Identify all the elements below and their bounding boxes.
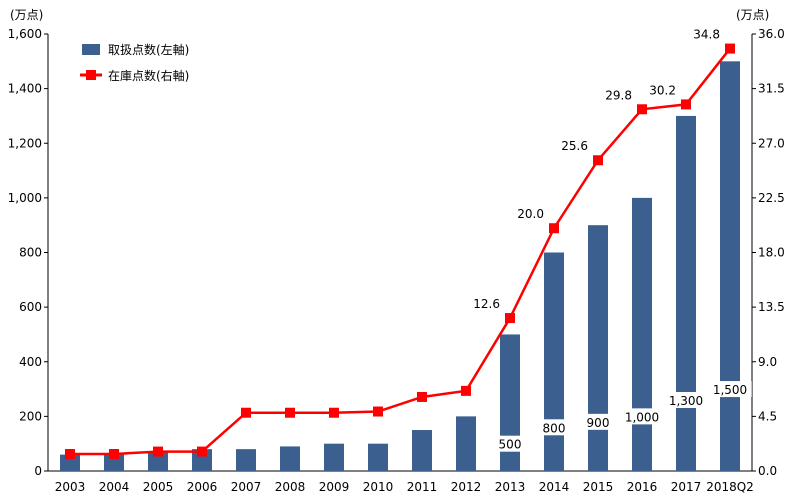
bar <box>148 451 168 471</box>
line-marker <box>593 155 603 166</box>
bar-data-label: 800 <box>543 421 566 435</box>
legend-bar-label: 取扱点数(左軸) <box>108 42 189 57</box>
right-tick-label: 18.0 <box>758 246 785 260</box>
x-tick-label: 2005 <box>143 480 174 494</box>
bar-data-label: 1,300 <box>669 394 703 408</box>
right-tick-label: 27.0 <box>758 136 785 150</box>
line-marker <box>373 406 383 417</box>
line-marker <box>329 407 339 418</box>
bar <box>588 225 608 471</box>
legend: 取扱点数(左軸) 在庫点数(右軸) <box>80 42 189 83</box>
x-tick-label: 2014 <box>539 480 570 494</box>
line-data-label: 30.2 <box>649 83 676 97</box>
right-tick-label: 31.5 <box>758 82 785 96</box>
line-path <box>70 47 731 456</box>
line-marker <box>285 407 295 418</box>
line-data-label: 25.6 <box>561 139 588 153</box>
bar-labels: 500 800 900 1,000 1,300 1,500 <box>495 381 752 452</box>
line-marker <box>65 449 75 460</box>
x-tick-label: 2006 <box>187 480 218 494</box>
x-tick-label: 2018Q2 <box>706 480 754 494</box>
bar <box>456 416 476 471</box>
line-marker <box>109 449 119 460</box>
line-marker <box>681 99 691 110</box>
x-tick-label: 2017 <box>671 480 702 494</box>
right-tick-label: 36.0 <box>758 27 785 41</box>
x-tick-label: 2008 <box>275 480 306 494</box>
bar <box>324 443 344 471</box>
left-tick-label: 600 <box>19 300 42 314</box>
bar <box>280 446 300 471</box>
bar-data-label: 500 <box>499 438 522 452</box>
line-data-label: 34.8 <box>693 28 720 42</box>
x-tick-label: 2009 <box>319 480 350 494</box>
left-tick-label: 800 <box>19 246 42 260</box>
left-tick-label: 400 <box>19 355 42 369</box>
x-tick-label: 2016 <box>627 480 658 494</box>
line-marker <box>197 446 207 457</box>
bar <box>544 252 564 471</box>
bar-label-bg <box>664 391 708 408</box>
legend-line-label: 在庫点数(右軸) <box>108 68 189 83</box>
line-marker <box>505 313 515 324</box>
line-marker <box>549 223 559 234</box>
left-tick-label: 1,000 <box>8 191 42 205</box>
bar-label-bg <box>708 381 752 398</box>
bar <box>368 443 388 471</box>
left-tick-label: 1,600 <box>8 27 42 41</box>
bar-label-bg <box>620 408 664 425</box>
line-data-label: 12.6 <box>473 297 500 311</box>
right-tick-label: 13.5 <box>758 300 785 314</box>
right-axis-unit: (万点) <box>736 8 769 22</box>
left-axis-unit: (万点) <box>10 8 43 22</box>
bar-data-label: 1,000 <box>625 410 659 424</box>
legend-bar-swatch <box>82 44 100 55</box>
line-marker <box>461 385 471 396</box>
bar-data-label: 900 <box>587 416 610 430</box>
right-tick-label: 9.0 <box>758 355 777 369</box>
bar <box>412 430 432 471</box>
left-tick-label: 1,200 <box>8 136 42 150</box>
x-tick-label: 2012 <box>451 480 482 494</box>
left-tick-label: 1,400 <box>8 82 42 96</box>
line-data-label: 29.8 <box>605 88 632 102</box>
x-tick-label: 2010 <box>363 480 394 494</box>
left-tick-label: 0 <box>34 464 42 478</box>
bar <box>632 197 652 471</box>
bar-label-bg <box>495 435 525 452</box>
bar-label-bg <box>583 413 613 430</box>
line-marker <box>241 407 251 418</box>
bar-label-bg <box>539 419 569 436</box>
right-tick-label: 22.5 <box>758 191 785 205</box>
bar <box>236 449 256 471</box>
x-tick-label: 2011 <box>407 480 438 494</box>
line-marker <box>153 446 163 457</box>
right-tick-label: 0.0 <box>758 464 777 478</box>
line-marker <box>417 391 427 402</box>
left-tick-label: 200 <box>19 409 42 423</box>
x-tick-label: 2003 <box>55 480 86 494</box>
legend-line-marker <box>86 70 96 80</box>
line-marker <box>725 43 735 54</box>
bar <box>720 61 740 471</box>
bar-series <box>60 61 740 471</box>
line-data-label: 20.0 <box>517 207 544 221</box>
right-tick-label: 4.5 <box>758 409 777 423</box>
x-tick-label: 2013 <box>495 480 526 494</box>
x-tick-label: 2004 <box>99 480 130 494</box>
x-tick-label: 2007 <box>231 480 262 494</box>
x-tick-label: 2015 <box>583 480 614 494</box>
bar <box>676 115 696 471</box>
bar-data-label: 1,500 <box>713 383 747 397</box>
line-series <box>65 43 735 460</box>
axes: 0 200 400 600 800 1,000 1,200 1,400 1,600 0.0 4.5 9… <box>8 27 785 494</box>
line-marker <box>637 104 647 115</box>
line-labels: 12.6 20.0 25.6 29.8 30.2 34.8 <box>473 28 720 311</box>
